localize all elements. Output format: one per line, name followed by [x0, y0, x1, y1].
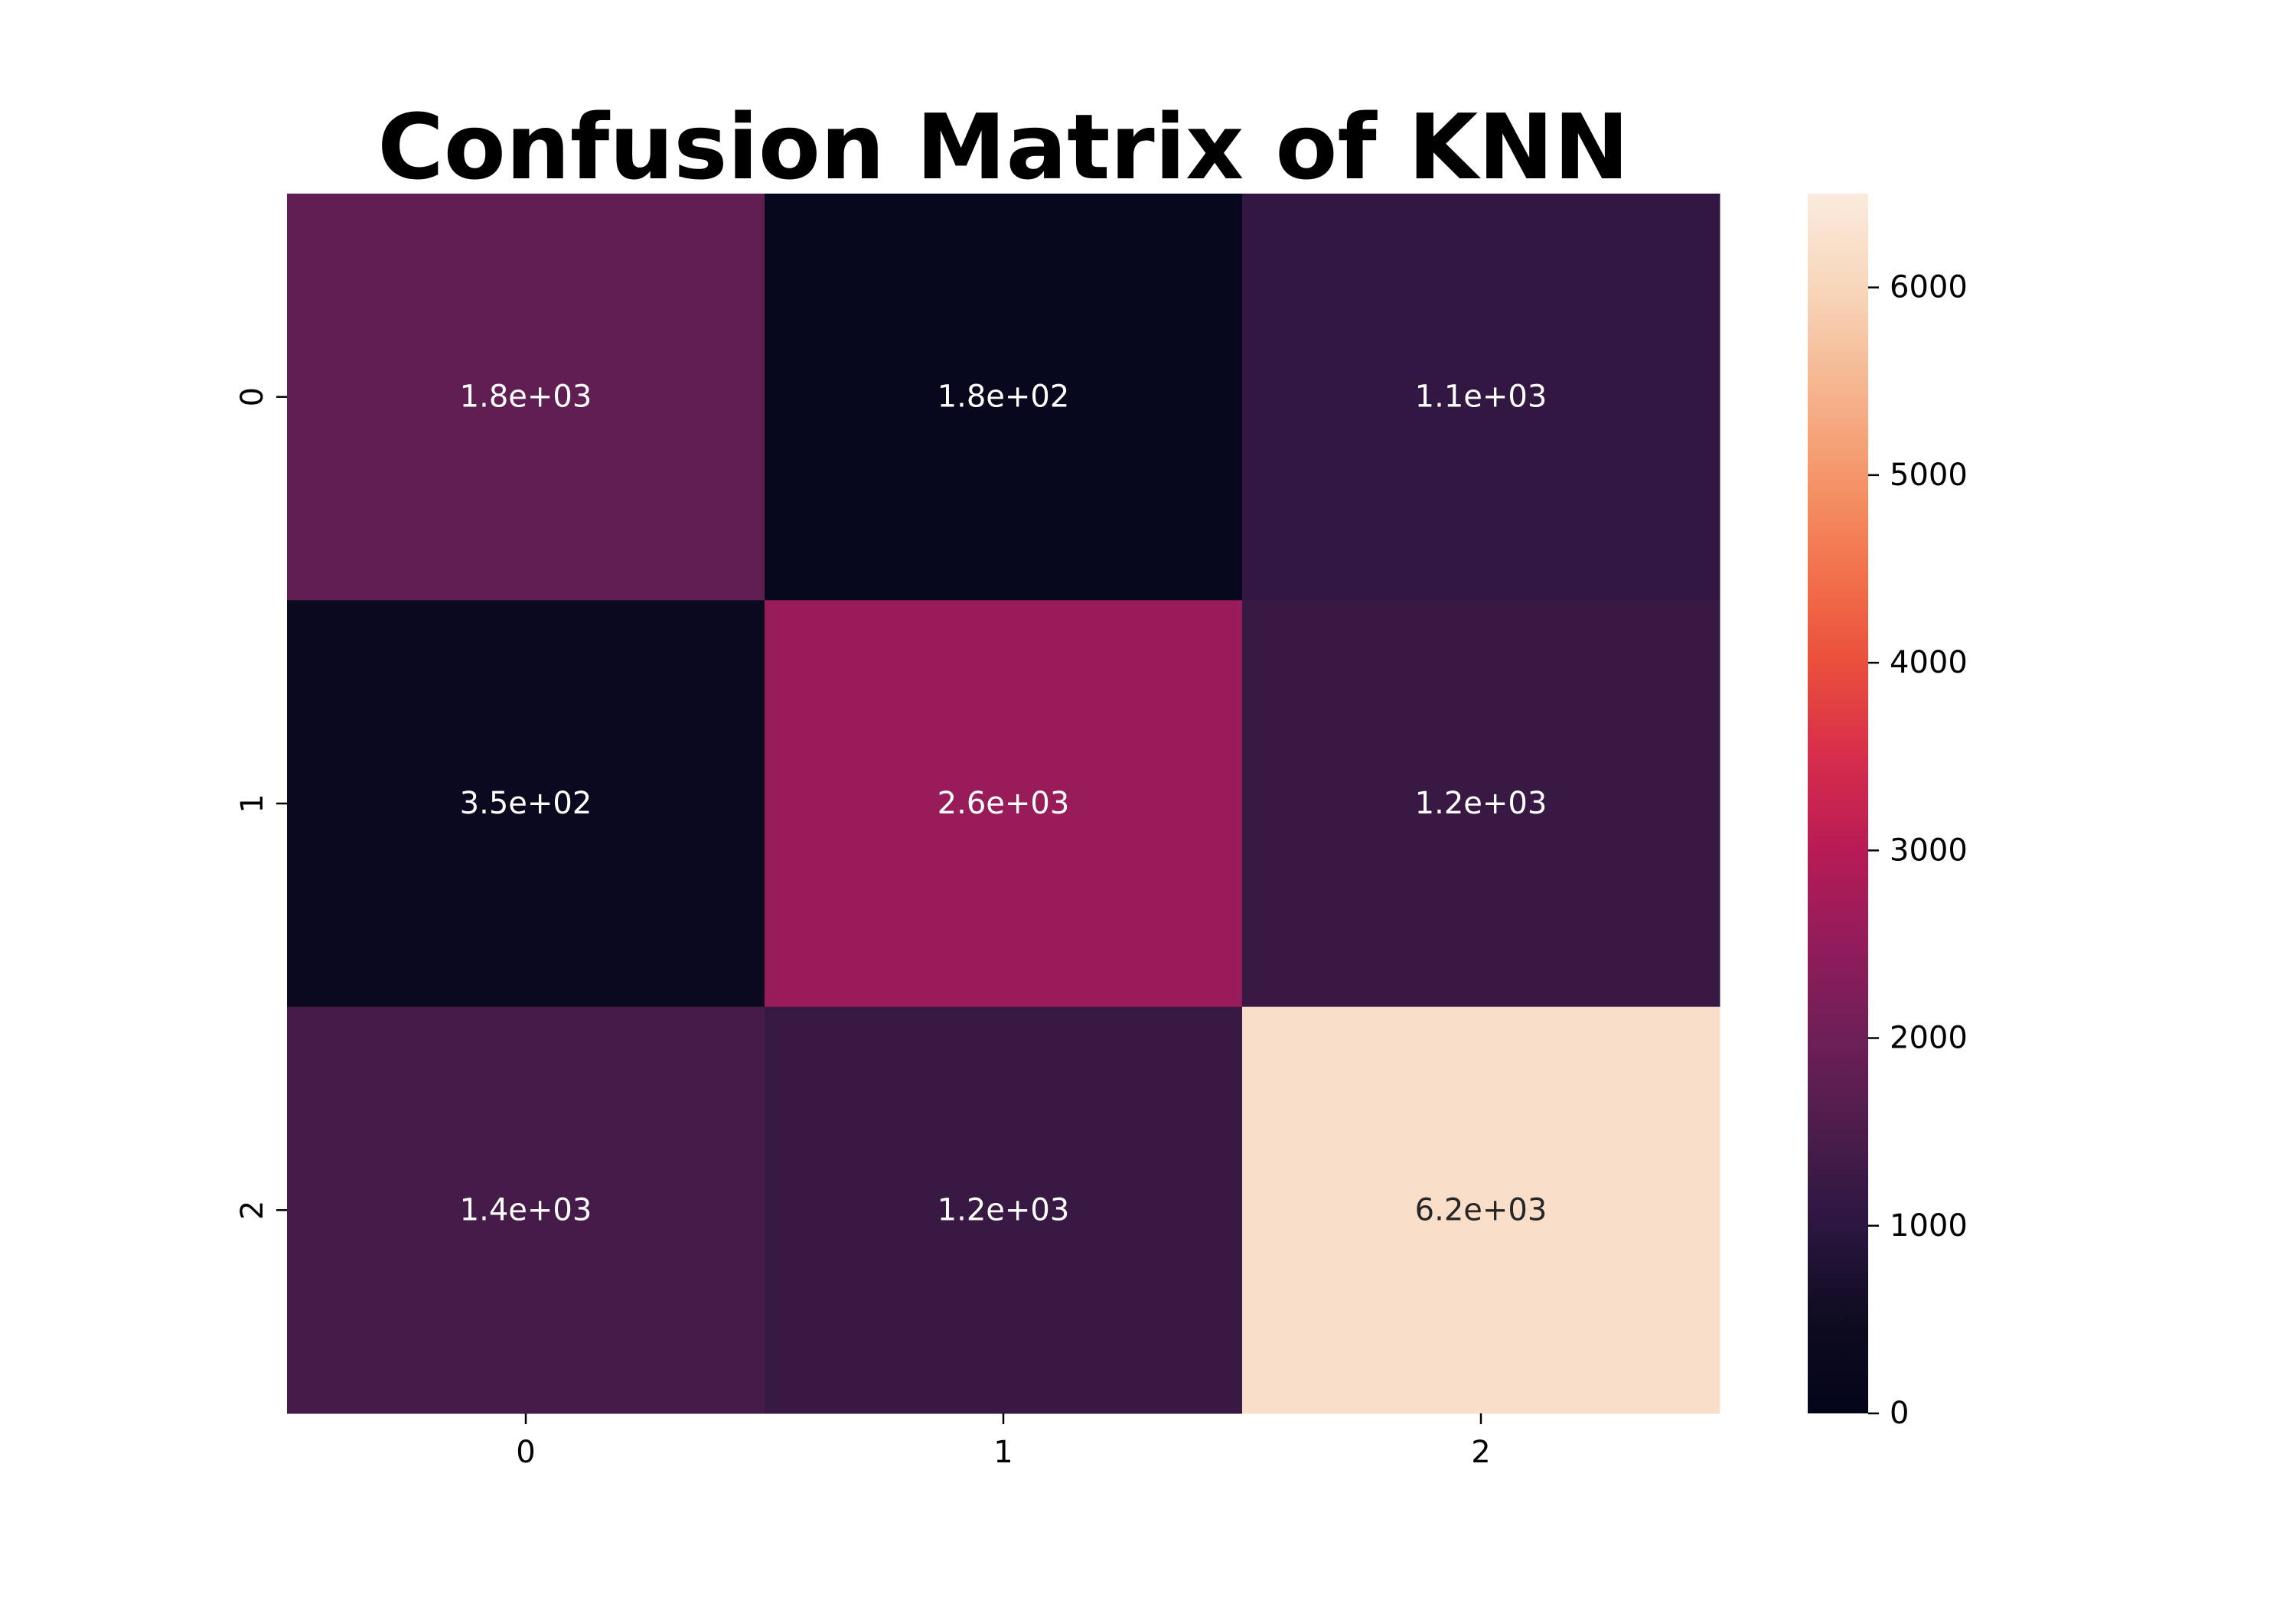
- colorbar-gradient: [1808, 194, 1868, 1413]
- cell-annotation-0-2: 1.1e+03: [1415, 380, 1548, 415]
- y-tick-label-0: 0: [235, 387, 270, 406]
- cell-annotation-1-0: 3.5e+02: [460, 786, 592, 821]
- colorbar-tick-label-4: 4000: [1890, 645, 1968, 680]
- x-tick-label-1: 1: [993, 1435, 1013, 1470]
- cell-annotation-2-0: 1.4e+03: [460, 1192, 592, 1227]
- heatmap-cell-1-0: [287, 600, 765, 1008]
- cell-annotations: 1.8e+03 1.8e+02 1.1e+03 3.5e+02 2.6e+03 1.2e+…: [460, 380, 1548, 1228]
- heatmap-cell-2-1: [765, 1006, 1243, 1414]
- colorbar-tick-label-0: 0: [1890, 1396, 1909, 1431]
- cell-annotation-2-2: 6.2e+03: [1415, 1192, 1548, 1227]
- heatmap-cell-2-0: [287, 1006, 765, 1414]
- colorbar-tick-label-2: 2000: [1890, 1021, 1968, 1056]
- cell-annotation-2-1: 1.2e+03: [938, 1192, 1070, 1227]
- x-tick-label-0: 0: [516, 1435, 535, 1470]
- cell-annotation-0-0: 1.8e+03: [460, 380, 592, 415]
- x-axis: 0 1 2: [516, 1413, 1491, 1470]
- y-axis: 0 1 2: [235, 387, 287, 1220]
- x-tick-label-2: 2: [1471, 1435, 1490, 1470]
- colorbar-tick-label-5: 5000: [1890, 458, 1968, 493]
- colorbar-tick-label-6: 6000: [1890, 270, 1968, 305]
- cell-annotation-0-1: 1.8e+02: [938, 380, 1070, 415]
- heatmap-cell-1-1: [765, 600, 1243, 1008]
- heatmap-cell-1-2: [1242, 600, 1720, 1008]
- heatmap-cell-0-0: [287, 194, 765, 601]
- cell-annotation-1-1: 2.6e+03: [938, 786, 1070, 821]
- y-tick-label-2: 2: [235, 1201, 270, 1220]
- chart-title: Confusion Matrix of KNN: [377, 94, 1629, 200]
- heatmap-cells: [287, 194, 1720, 1414]
- y-tick-label-1: 1: [235, 794, 270, 813]
- colorbar-tick-label-1: 1000: [1890, 1208, 1968, 1244]
- heatmap-cell-0-1: [765, 194, 1243, 601]
- colorbar: 0 1000 2000 3000 4000 5000 6000: [1808, 194, 1968, 1431]
- heatmap-cell-2-2: [1242, 1006, 1720, 1414]
- heatmap-cell-0-2: [1242, 194, 1720, 601]
- colorbar-tick-label-3: 3000: [1890, 833, 1968, 868]
- colorbar-ticks: 0 1000 2000 3000 4000 5000 6000: [1868, 270, 1968, 1431]
- cell-annotation-1-2: 1.2e+03: [1415, 786, 1548, 821]
